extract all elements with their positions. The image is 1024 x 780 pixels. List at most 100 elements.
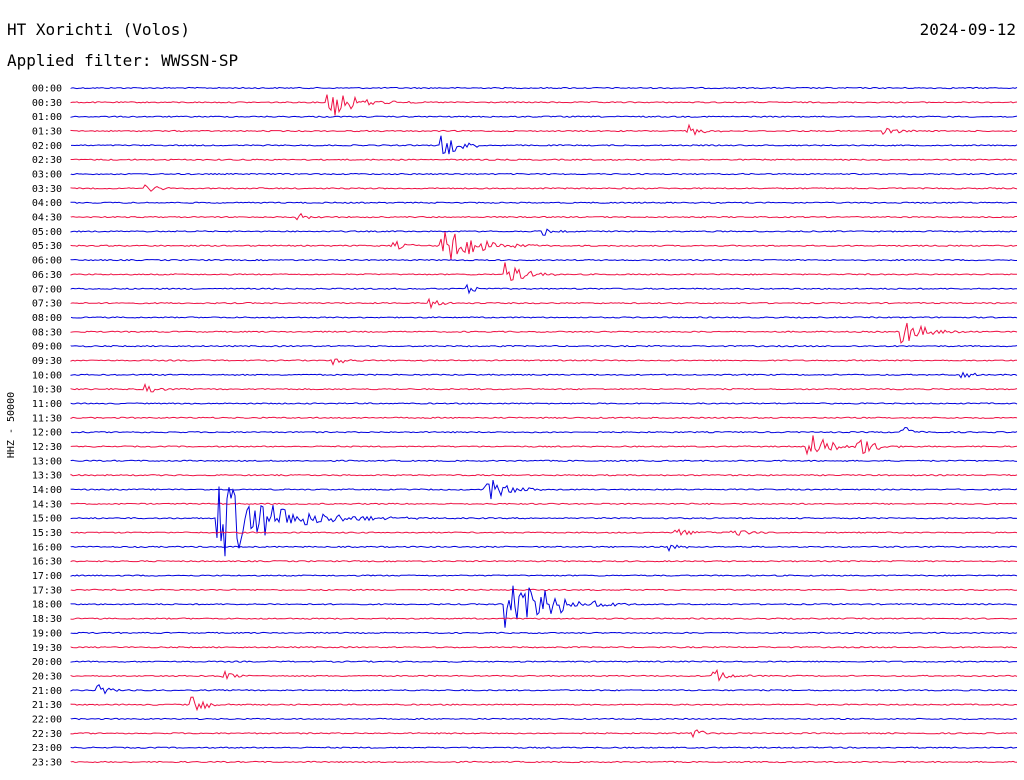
row-time-label: 02:30 [32,155,62,166]
trace-row [70,344,1018,348]
row-time-label: 08:00 [32,313,62,324]
trace-row [70,574,1018,577]
row-time-label: 17:00 [32,571,62,582]
row-time-label: 15:00 [32,514,62,525]
row-time-label: 15:30 [32,528,62,539]
row-time-label: 23:30 [32,757,62,768]
row-time-label: 10:30 [32,385,62,396]
row-time-label: 11:00 [32,399,62,410]
row-time-label: 19:00 [32,628,62,639]
row-time-label: 00:30 [32,98,62,109]
trace-row [70,660,1017,663]
trace-row [70,560,1018,563]
trace-row [71,135,1018,155]
trace-row [70,358,1018,366]
row-time-label: 22:30 [32,729,62,740]
trace-row [70,502,1018,506]
row-time-label: 04:30 [32,213,62,224]
trace-row [70,696,1018,712]
row-time-label: 16:00 [32,542,62,553]
row-time-label: 06:30 [32,270,62,281]
row-time-label: 02:00 [32,141,62,152]
row-time-label: 20:00 [32,657,62,668]
row-time-label: 07:00 [32,284,62,295]
row-time-label: 12:00 [32,428,62,439]
trace-row [70,231,1018,260]
trace-row [70,426,1018,434]
trace-row [70,228,1018,236]
row-time-label: 21:00 [32,686,62,697]
row-time-label: 17:30 [32,585,62,596]
row-time-label: 03:00 [32,170,62,181]
trace-row [70,172,1018,176]
row-time-label: 01:30 [32,127,62,138]
trace-row [70,382,1018,393]
trace-row [70,668,1018,682]
trace-row [70,646,1018,649]
row-time-label: 07:30 [32,299,62,310]
trace-row [70,631,1018,635]
trace-row [70,184,1018,192]
trace-row [70,416,1018,420]
trace-row [70,262,1018,282]
station-title: HT Xorichti (Volos) [7,20,191,39]
trace-row [70,115,1018,118]
trace-row [70,402,1018,405]
trace-row [70,479,1018,500]
row-time-label: 01:00 [32,112,62,123]
row-time-label: 21:30 [32,700,62,711]
y-axis-label: HHZ - 50000 [6,392,17,458]
trace-row [70,297,1018,310]
row-time-label: 20:30 [32,671,62,682]
row-time-label: 13:30 [32,471,62,482]
trace-row [70,528,1018,536]
row-time-label: 03:30 [32,184,62,195]
row-time-label: 18:30 [32,614,62,625]
trace-row [70,371,1018,379]
trace-row [70,123,1018,136]
row-time-label: 08:30 [32,327,62,338]
row-time-label: 09:30 [32,356,62,367]
trace-row [70,473,1018,477]
trace-row [70,617,1017,620]
trace-row [70,435,1018,456]
row-time-label: 00:00 [32,84,62,95]
filter-label: Applied filter: WWSSN-SP [7,51,239,70]
row-time-label: 14:00 [32,485,62,496]
trace-row [70,158,1018,161]
trace-row [70,544,1018,552]
row-time-label: 04:00 [32,198,62,209]
trace-row [70,588,1018,592]
row-time-label: 06:00 [32,256,62,267]
trace-row [70,760,1018,764]
row-time-label: 13:00 [32,456,62,467]
row-time-label: 05:30 [32,241,62,252]
trace-row [70,486,1018,557]
row-time-label: 09:00 [32,342,62,353]
row-time-label: 11:30 [32,413,62,424]
date-label: 2024-09-12 [919,20,1016,39]
trace-row [70,717,1018,721]
trace-row [70,283,1017,295]
trace-row [70,212,1017,221]
row-time-label: 14:30 [32,499,62,510]
trace-row [70,746,1018,749]
row-time-label: 18:00 [32,600,62,611]
row-time-label: 23:00 [32,743,62,754]
row-time-label: 05:00 [32,227,62,238]
trace-row [70,459,1018,462]
trace-row [70,316,1018,319]
row-time-label: 12:30 [32,442,62,453]
trace-row [70,201,1018,204]
trace-row [70,94,1018,116]
row-time-label: 10:00 [32,370,62,381]
trace-row [70,684,1018,695]
trace-row [70,86,1018,90]
trace-row [70,729,1018,739]
trace-row [70,585,1018,628]
trace-row [70,258,1017,262]
row-time-label: 22:00 [32,714,62,725]
row-time-label: 19:30 [32,643,62,654]
row-time-label: 16:30 [32,557,62,568]
